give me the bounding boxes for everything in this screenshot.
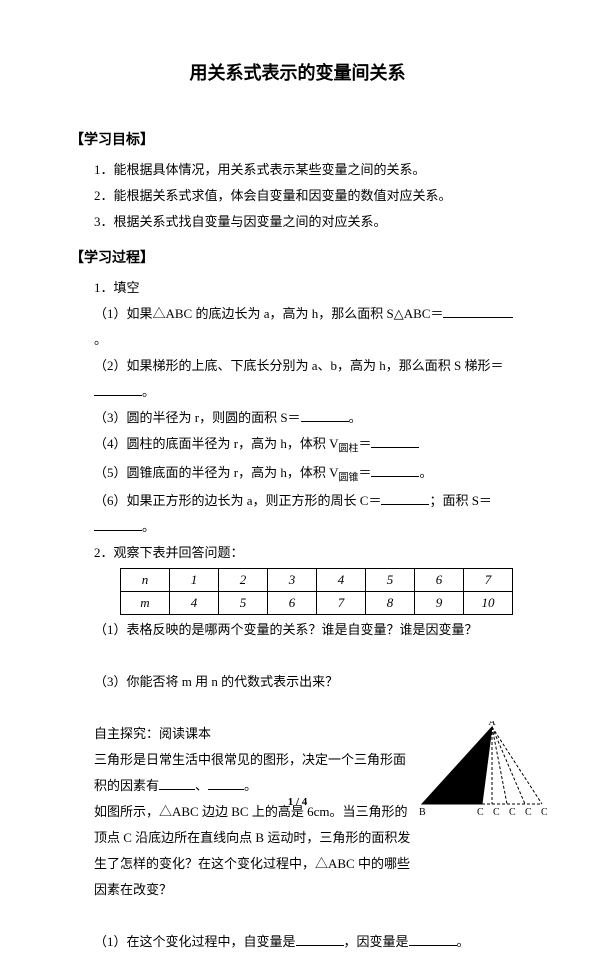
subscript: 圆锥 [338, 472, 358, 483]
text: （1）如果△ABC 的底边长为 a，高为 h，那么面积 S△ABC＝ [94, 306, 443, 321]
q1-item: （2）如果梯形的上底、下底长分别为 a、b，高为 h，那么面积 S 梯形＝ 。 [94, 353, 525, 405]
text: （2）如果梯形的上底、下底长分别为 a、b，高为 h，那么面积 S 梯形＝ [94, 358, 504, 373]
blank [159, 776, 195, 790]
text: ；面积 S＝ [429, 493, 491, 508]
table-row: n 1 2 3 4 5 6 7 [121, 569, 513, 592]
blank [371, 463, 419, 477]
explore-subitem: （1）在这个变化过程中，自变量是 ，因变量是 。 [94, 929, 525, 955]
text: 。 [142, 519, 155, 534]
spacer [70, 903, 525, 929]
process-heading: 【学习过程】 [70, 243, 525, 271]
cell: m [121, 592, 170, 615]
blank [443, 304, 513, 318]
spacer [94, 643, 525, 669]
text: 。 [94, 332, 107, 347]
q1-item: （6）如果正方形的边长为 a，则正方形的周长 C＝ ；面积 S＝ 。 [94, 488, 525, 540]
q1-item: （5）圆锥底面的半径为 r，高为 h，体积 V圆锥＝ 。 [94, 460, 525, 489]
goal-item: 1．能根据具体情况，用关系式表示某些变量之间的关系。 [94, 157, 525, 183]
blank [208, 776, 244, 790]
subscript: 圆柱 [338, 444, 358, 455]
cell: 9 [415, 592, 464, 615]
cell: 1 [170, 569, 219, 592]
blank [371, 434, 419, 448]
text: （5）圆锥底面的半径为 r，高为 h，体积 V [94, 465, 338, 480]
page-number: 1 / 4 [0, 791, 595, 813]
blank [94, 382, 142, 396]
text: 。 [142, 384, 155, 399]
text: （6）如果正方形的边长为 a，则正方形的周长 C＝ [94, 493, 381, 508]
cell: 10 [464, 592, 513, 615]
text: ，因变量是 [344, 934, 409, 949]
q2-subitem: （1）表格反映的是哪两个变量的关系？谁是自变量？谁是因变量？ [94, 617, 525, 643]
text: ＝ [358, 436, 371, 451]
goals-heading: 【学习目标】 [70, 125, 525, 153]
goal-item: 3．根据关系式找自变量与因变量之间的对应关系。 [94, 209, 525, 235]
q1-item: （1）如果△ABC 的底边长为 a，高为 h，那么面积 S△ABC＝ 。 [94, 301, 525, 353]
blank [409, 932, 457, 946]
blank [94, 517, 142, 531]
cell: 7 [464, 569, 513, 592]
cell: 5 [219, 592, 268, 615]
cell: 5 [366, 569, 415, 592]
text: 如图所示，△ABC 边边 BC 上的高是 6cm。当三角形的顶点 C 沿底边所在… [94, 804, 410, 897]
goal-item: 2．能根据关系式求值，体会自变量和因变量的数值对应关系。 [94, 183, 525, 209]
cell: 7 [317, 592, 366, 615]
blank [301, 408, 349, 422]
text: 。 [419, 465, 432, 480]
q1-heading: 1．填空 [94, 275, 525, 301]
text: 。 [349, 410, 362, 425]
data-table: n 1 2 3 4 5 6 7 m 4 5 6 7 8 9 10 [120, 568, 513, 615]
page-title: 用关系式表示的变量间关系 [70, 55, 525, 91]
label-a: A [488, 721, 496, 728]
text: ＝ [358, 465, 371, 480]
q2-heading: 2．观察下表并回答问题： [94, 540, 525, 566]
text: （1）在这个变化过程中，自变量是 [94, 934, 296, 949]
cell: 8 [366, 592, 415, 615]
text: 。 [457, 934, 470, 949]
blank [381, 491, 429, 505]
cell: n [121, 569, 170, 592]
cell: 3 [268, 569, 317, 592]
cell: 6 [415, 569, 464, 592]
q1-item: （4）圆柱的底面半径为 r，高为 h，体积 V圆柱＝ [94, 431, 525, 460]
text: （4）圆柱的底面半径为 r，高为 h，体积 V [94, 436, 338, 451]
table-row: m 4 5 6 7 8 9 10 [121, 592, 513, 615]
spacer [94, 695, 525, 721]
text: （3）圆的半径为 r，则圆的面积 S＝ [94, 410, 301, 425]
cell: 4 [170, 592, 219, 615]
q1-item: （3）圆的半径为 r，则圆的面积 S＝ 。 [94, 405, 525, 431]
cell: 2 [219, 569, 268, 592]
cell: 6 [268, 592, 317, 615]
blank [296, 932, 344, 946]
cell: 4 [317, 569, 366, 592]
q2-subitem: （3）你能否将 m 用 n 的代数式表示出来？ [94, 669, 525, 695]
page: 用关系式表示的变量间关系 【学习目标】 1．能根据具体情况，用关系式表示某些变量… [0, 0, 595, 841]
